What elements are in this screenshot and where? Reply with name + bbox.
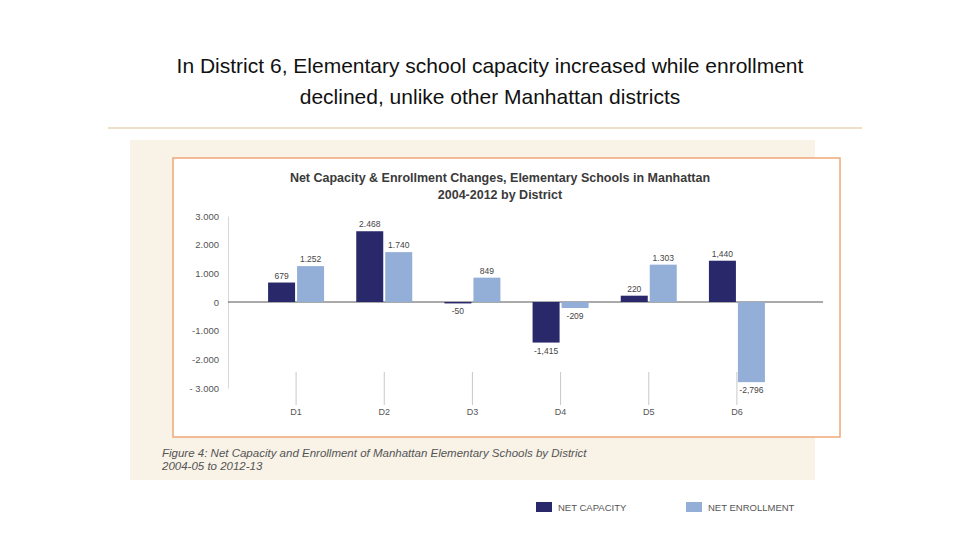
data-label: 679 [274,271,288,281]
y-axis: 3.000 2.000 1.000 0 -1.000 -2.000 - 3.000 [189,211,228,394]
x-tick-label: D4 [555,407,567,417]
bar [356,231,383,302]
x-tick-label: D2 [378,407,390,417]
data-label: 1,440 [712,249,734,259]
legend-swatch [686,502,702,512]
x-axis: D1 D2 D3 D4 D5 D6 [253,372,782,417]
x-tick: D1 [290,372,302,417]
data-label: -209 [567,311,584,321]
x-tick-label: D1 [290,407,302,417]
bar [650,265,677,302]
x-tick-mark [296,372,297,405]
x-tick: D4 [555,372,567,417]
x-tick: D2 [378,372,390,417]
legend-item: NET ENROLLMENT [686,502,795,513]
data-label: -50 [452,306,465,316]
bar [621,296,648,302]
legend-label: NET CAPACITY [558,502,627,513]
y-tick-label: 0 [214,297,219,308]
bar [297,266,324,302]
chart-title: Net Capacity & Enrollment Changes, Eleme… [290,171,710,185]
bar [709,261,736,302]
y-tick: -1.000 [192,325,228,336]
y-tick-label: 2.000 [195,239,219,250]
legend-item: NET CAPACITY [536,502,627,513]
slide-heading: In District 6, Elementary school capacit… [177,54,804,77]
x-tick: D3 [467,372,479,417]
y-tick: 0 [214,297,228,308]
x-tick-mark [648,372,649,405]
x-tick: D5 [643,372,655,417]
data-labels: 679 2.468 -50 -1,415 220 1,440 1.252 1.740 849 -2… [274,219,763,395]
x-axis-line [253,373,782,406]
data-label: 849 [480,266,494,276]
y-tick: 3.000 [195,211,228,222]
bar [473,278,500,302]
y-tick-label: 3.000 [195,211,219,222]
legend-swatch [536,502,552,512]
y-tick-label: - 3.000 [189,383,219,394]
x-tick-label: D6 [731,407,743,417]
y-tick: - 3.000 [189,383,228,394]
y-tick-label: -2.000 [192,354,219,365]
data-label: -2,796 [739,385,763,395]
bar [268,283,295,302]
legend: NET CAPACITY NET ENROLLMENT [536,502,795,513]
bars [268,231,765,382]
x-tick-mark [560,372,561,405]
legend-label: NET ENROLLMENT [708,502,795,513]
data-label: -1,415 [534,346,558,356]
x-tick-mark [384,372,385,405]
slide-heading: declined, unlike other Manhattan distric… [300,85,681,108]
x-tick-label: D3 [467,407,479,417]
slide: In District 6, Elementary school capacit… [0,0,960,540]
bar [533,302,560,343]
chart-frame [173,158,840,437]
x-tick-label: D5 [643,407,655,417]
x-tick-mark [736,372,737,405]
y-tick: 2.000 [195,239,228,250]
bar [738,302,765,382]
y-tick: -2.000 [192,354,228,365]
y-tick: 1.000 [195,268,228,279]
heading-rule [108,127,862,128]
figure-caption: 2004-05 to 2012-13 [161,460,263,472]
y-tick-label: -1.000 [192,325,219,336]
chart-subtitle: 2004-2012 by District [438,188,563,202]
bar [562,302,589,308]
bar [444,302,471,303]
data-label: 1.740 [388,240,410,250]
bar [385,252,412,302]
data-label: 1.303 [653,253,675,263]
data-label: 1.252 [300,254,322,264]
data-label: 2.468 [359,219,381,229]
figure-caption: Figure 4: Net Capacity and Enrollment of… [162,447,587,459]
y-tick-label: 1.000 [195,268,219,279]
data-label: 220 [627,284,641,294]
x-tick-mark [472,372,473,405]
